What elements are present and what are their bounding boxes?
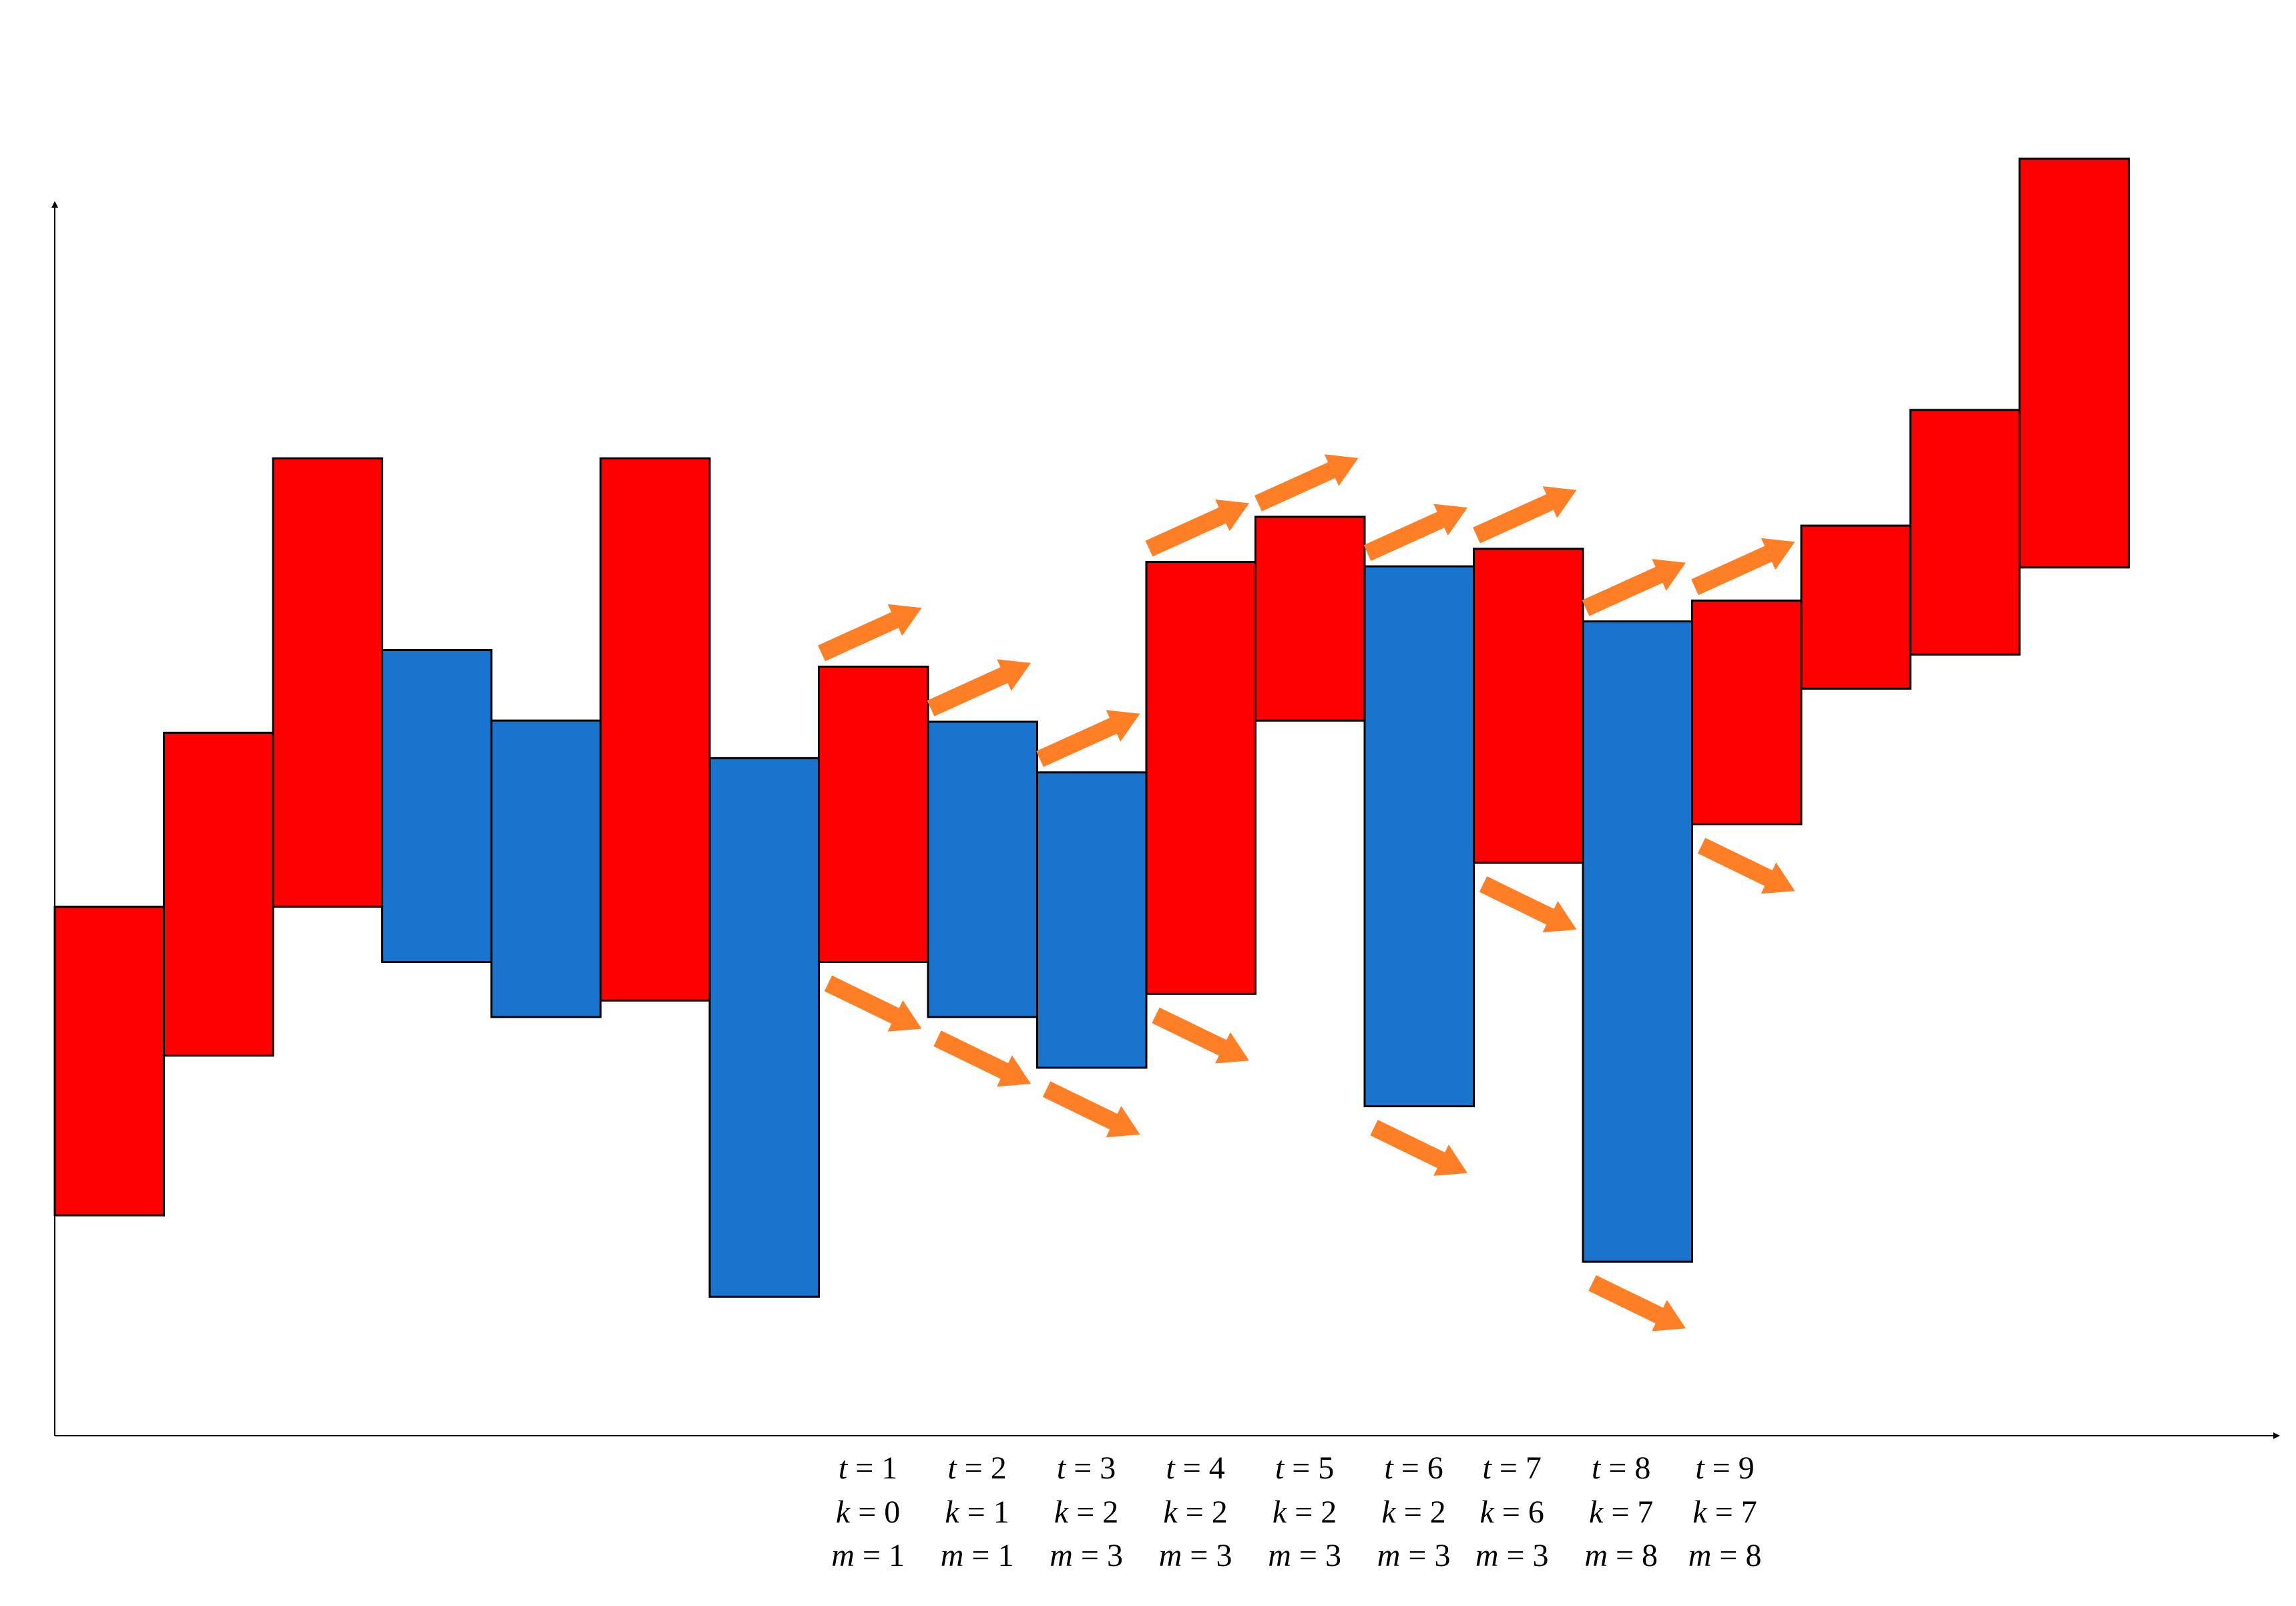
down-arrow-5 (1370, 1120, 1467, 1176)
label-k-2: k = 1 (945, 1494, 1009, 1530)
up-arrow-8 (1582, 559, 1686, 616)
up-arrow-5 (1254, 454, 1359, 512)
label-k-8: k = 7 (1589, 1494, 1653, 1530)
label-t-1: t = 1 (839, 1450, 897, 1486)
up-bar-3 (272, 457, 383, 908)
up-bar-17 (1800, 524, 1911, 690)
down-bar-15 (1582, 620, 1693, 1263)
bars-layer (53, 158, 2130, 1298)
label-m-1: m = 1 (831, 1538, 905, 1573)
up-arrow-4 (1145, 499, 1249, 557)
label-k-5: k = 2 (1273, 1494, 1337, 1530)
down-bar-5 (490, 719, 602, 1018)
up-bar-16 (1691, 599, 1803, 825)
down-arrow-3 (1042, 1081, 1140, 1138)
down-arrow-8 (1697, 837, 1795, 894)
label-t-6: t = 6 (1384, 1450, 1443, 1486)
label-t-9: t = 9 (1695, 1450, 1754, 1486)
down-arrow-2 (933, 1030, 1031, 1087)
label-t-4: t = 4 (1166, 1450, 1224, 1486)
up-bar-18 (1909, 409, 2021, 656)
label-t-3: t = 3 (1057, 1450, 1116, 1486)
down-bar-10 (1036, 771, 1148, 1069)
label-m-2: m = 1 (941, 1538, 1014, 1573)
down-bar-9 (927, 721, 1038, 1018)
label-t-8: t = 8 (1592, 1450, 1650, 1486)
label-m-3: m = 3 (1050, 1538, 1123, 1573)
up-bar-1 (53, 906, 165, 1217)
label-m-4: m = 3 (1159, 1538, 1232, 1573)
up-arrow-2 (927, 659, 1031, 717)
label-m-9: m = 8 (1688, 1538, 1762, 1573)
label-k-3: k = 2 (1054, 1494, 1118, 1530)
up-arrow-6 (1363, 504, 1467, 561)
up-bar-2 (163, 731, 274, 1057)
label-m-5: m = 3 (1268, 1538, 1341, 1573)
up-arrow-3 (1036, 710, 1140, 767)
arrows-layer (818, 454, 1795, 1332)
up-bar-12 (1254, 516, 1366, 722)
down-bar-4 (381, 649, 493, 963)
up-arrow-7 (1473, 486, 1577, 544)
up-arrow-9 (1691, 538, 1795, 596)
time-labels: t = 1 k = 0 m = 1 t = 2 k = 1 m = 1 t = 3 k = 2… (831, 1450, 1761, 1573)
axes (51, 201, 2280, 1439)
label-m-6: m = 3 (1377, 1538, 1451, 1573)
down-bar-13 (1363, 565, 1475, 1108)
down-arrow-6 (1479, 876, 1577, 933)
up-bar-19 (2018, 158, 2130, 569)
label-t-5: t = 5 (1275, 1450, 1334, 1486)
down-arrow-1 (824, 975, 922, 1032)
label-k-7: k = 6 (1480, 1494, 1544, 1530)
label-m-8: m = 8 (1584, 1538, 1658, 1573)
label-k-1: k = 0 (836, 1494, 900, 1530)
up-bar-6 (600, 457, 711, 1002)
down-arrow-4 (1152, 1007, 1249, 1064)
up-bar-14 (1473, 548, 1584, 864)
up-arrow-1 (818, 604, 922, 662)
label-k-9: k = 7 (1692, 1494, 1757, 1530)
up-bar-8 (818, 665, 929, 963)
up-bar-11 (1145, 561, 1256, 995)
label-k-4: k = 2 (1163, 1494, 1227, 1530)
down-arrow-7 (1588, 1275, 1686, 1332)
label-t-7: t = 7 (1482, 1450, 1541, 1486)
label-k-6: k = 2 (1381, 1494, 1445, 1530)
label-t-2: t = 2 (947, 1450, 1006, 1486)
down-bar-7 (708, 757, 820, 1298)
label-m-7: m = 3 (1475, 1538, 1549, 1573)
